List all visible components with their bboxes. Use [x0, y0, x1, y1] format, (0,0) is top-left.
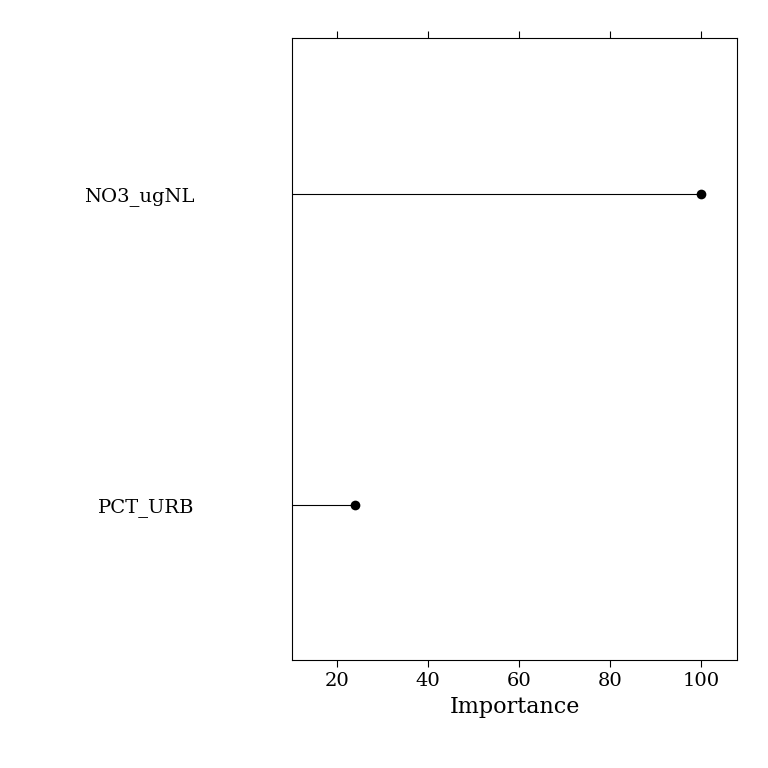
X-axis label: Importance: Importance: [449, 696, 580, 718]
